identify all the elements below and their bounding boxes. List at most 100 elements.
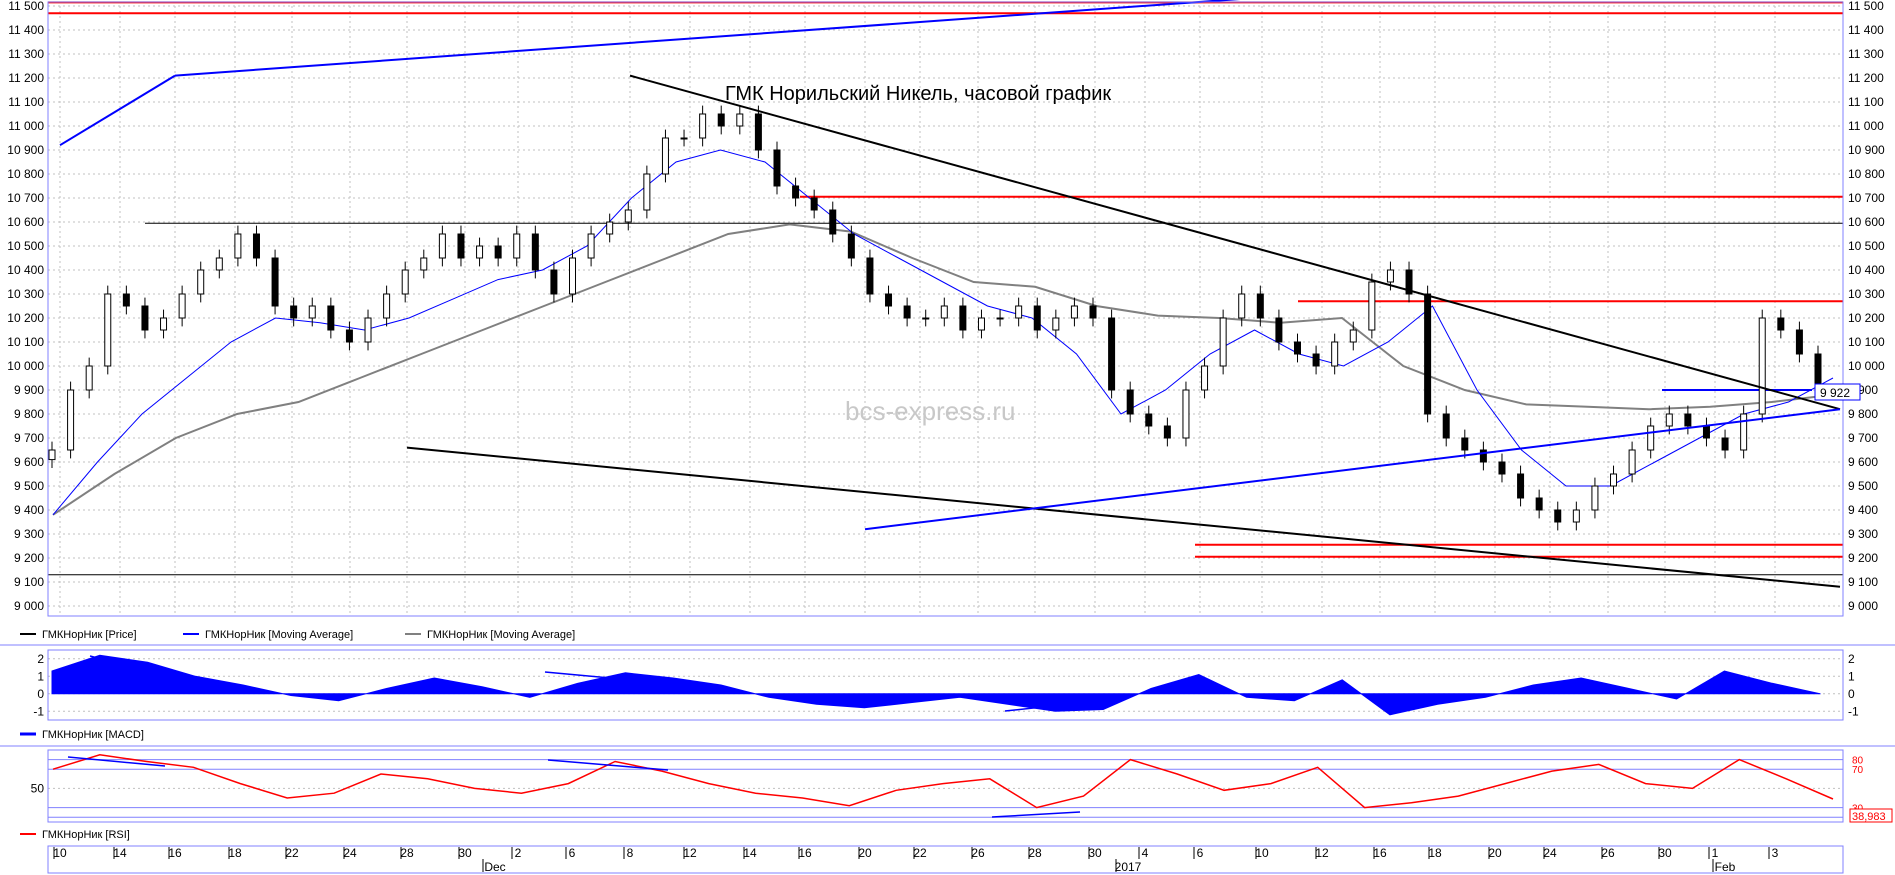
legend-macd: ГМКНорНик [MACD] [42, 729, 144, 741]
candle-body [345, 329, 353, 343]
candle-body [1424, 293, 1432, 415]
price-tick-label-right: 9 600 [1848, 455, 1878, 469]
time-tick-label: 12 [683, 846, 697, 860]
price-axis-left: 9 000 9 100 9 200 9 300 9 400 9 500 9 600 9 700… [7, 0, 44, 613]
price-tick-label-right: 10 800 [1848, 167, 1885, 181]
last-price-label: 9 922 [1820, 386, 1850, 400]
price-tick-label-left: 11 300 [8, 47, 44, 61]
price-tick-label-left: 10 500 [7, 239, 44, 253]
candle-body [829, 209, 837, 235]
rsi-line-layer [52, 754, 1834, 809]
candle-body [1052, 317, 1060, 331]
price-tick-label-left: 9 200 [14, 551, 44, 565]
candle-body [160, 317, 168, 331]
time-tick-label: 24 [1543, 846, 1557, 860]
price-legend: ГМКНорНик [Price] ГМКНорНик [Moving Aver… [20, 629, 575, 641]
time-tick-label: 16 [798, 846, 812, 860]
price-tick-label-right: 10 000 [1848, 359, 1885, 373]
macd-divergence-line [1004, 702, 1081, 712]
month-label: 2017 [1115, 860, 1142, 874]
rsi-divergence-line [547, 759, 669, 771]
time-tick-label: 8 [627, 846, 634, 860]
price-tick-label-left: 9 000 [14, 599, 44, 613]
rsi-divergence [67, 756, 1081, 818]
time-tick-label: 2 [515, 846, 522, 860]
candle-body [1610, 473, 1618, 487]
time-tick-label: 16 [1373, 846, 1387, 860]
price-tick-label-left: 11 200 [8, 71, 44, 85]
candle-body [959, 305, 967, 331]
candle-body [606, 221, 614, 235]
price-tick-label-left: 10 900 [7, 143, 44, 157]
candle-body [569, 257, 577, 295]
candle-body [1275, 317, 1283, 343]
candle-body [48, 449, 56, 461]
rsi-divergence-line [67, 756, 166, 767]
legend-price: ГМКНорНик [Price] [42, 629, 137, 641]
candle-body [810, 197, 818, 211]
candle-body [624, 209, 632, 223]
candle-body [1702, 425, 1710, 439]
candle-body [122, 293, 130, 307]
price-tick-label-right: 11 500 [1848, 0, 1884, 13]
macd-tick-label-right: 1 [1848, 669, 1855, 683]
rsi-levels [48, 759, 1843, 818]
time-tick-label: 26 [1601, 846, 1615, 860]
price-tick-label-left: 10 100 [7, 335, 44, 349]
time-tick-label: 4 [1142, 846, 1149, 860]
candle-body [940, 305, 948, 319]
rsi-last-label: 38,983 [1852, 811, 1886, 823]
rsi-tick-label-right: 70 [1852, 765, 1864, 776]
candle-body [1591, 485, 1599, 511]
time-tick-label: 22 [285, 846, 299, 860]
candle-body [1517, 473, 1525, 499]
candle-body [680, 137, 688, 140]
candle-body [773, 149, 781, 187]
time-axis-frame [47, 845, 1844, 874]
rsi-line [52, 754, 1834, 809]
candle-body [847, 233, 855, 259]
price-tick-label-right: 9 000 [1848, 599, 1878, 613]
candle-body [643, 173, 651, 211]
chart-title: ГМК Норильский Никель, часовой график [725, 83, 1111, 105]
price-tick-label-right: 9 700 [1848, 431, 1878, 445]
candle-body [178, 293, 186, 319]
candle-body [1479, 449, 1487, 463]
candle-body [290, 305, 298, 319]
candle-body [661, 137, 669, 175]
candle-body [1219, 317, 1227, 367]
rsi-tick-label-right: 80 [1852, 756, 1864, 767]
price-tick-label-right: 9 400 [1848, 503, 1878, 517]
price-tick-label-right: 11 200 [1848, 71, 1884, 85]
candle-body [1182, 389, 1190, 439]
candle-body [1647, 425, 1655, 451]
price-panel-frame [47, 1, 1844, 617]
candle-body [1554, 509, 1562, 523]
price-tick-label-right: 10 900 [1848, 143, 1885, 157]
macd-tick-label-left: 2 [37, 652, 44, 666]
trend-line [406, 446, 1841, 588]
price-tick-label-right: 9 800 [1848, 407, 1878, 421]
candle-body [1461, 437, 1469, 451]
candle-body [476, 245, 484, 259]
candle-body [1442, 413, 1450, 439]
candle-body [1777, 317, 1785, 331]
price-tick-label-left: 11 400 [8, 23, 44, 37]
candle-body [587, 233, 595, 259]
price-grid [48, 5, 1843, 616]
candle-body [1108, 317, 1116, 391]
candle-body [308, 305, 316, 319]
candle-body [1498, 461, 1506, 475]
price-axis-right: 9 000 9 100 9 200 9 300 9 400 9 500 9 600 9 700… [1848, 0, 1885, 613]
price-tick-label-left: 11 500 [8, 0, 44, 13]
price-tick-label-left: 9 500 [14, 479, 44, 493]
macd-axis-right: -1 0 1 2 [1848, 652, 1859, 719]
candles-layer [48, 105, 1822, 531]
price-tick-label-left: 9 100 [14, 575, 44, 589]
trend-line [59, 74, 176, 147]
candle-body [1349, 329, 1357, 343]
time-tick-label: 3 [1772, 846, 1779, 860]
candle-body [438, 233, 446, 259]
price-tick-label-right: 11 000 [1848, 119, 1884, 133]
candle-body [420, 257, 428, 271]
